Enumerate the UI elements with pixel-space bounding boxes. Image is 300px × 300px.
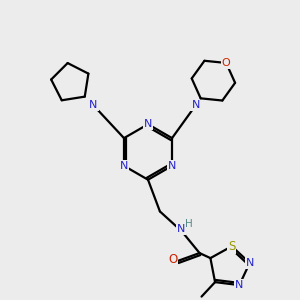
Text: N: N (120, 161, 128, 171)
Text: N: N (176, 224, 185, 234)
Text: O: O (168, 254, 177, 266)
Text: O: O (222, 58, 230, 68)
Text: N: N (235, 280, 244, 290)
Text: H: H (185, 219, 193, 229)
Text: N: N (89, 100, 98, 110)
Text: S: S (228, 240, 236, 253)
Text: N: N (144, 119, 152, 129)
Text: N: N (168, 161, 176, 171)
Text: N: N (245, 258, 254, 268)
Text: N: N (191, 100, 200, 110)
